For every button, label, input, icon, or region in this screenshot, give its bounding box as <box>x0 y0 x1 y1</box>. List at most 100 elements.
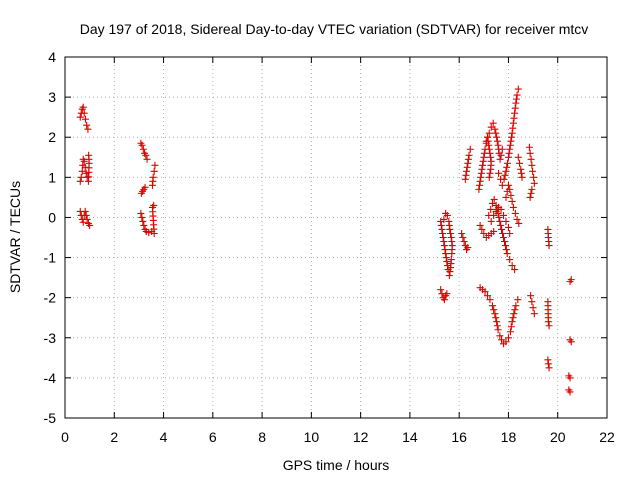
data-point <box>488 199 496 207</box>
data-point <box>507 191 515 199</box>
data-point <box>508 129 516 137</box>
data-point <box>509 203 517 211</box>
data-point <box>566 374 574 382</box>
data-point <box>139 217 147 225</box>
data-point <box>138 213 146 221</box>
data-point <box>81 115 89 123</box>
y-tick-label: -4 <box>44 370 57 386</box>
data-point <box>487 153 495 161</box>
data-point <box>439 229 447 237</box>
plot-frame <box>64 56 608 419</box>
data-point <box>503 159 511 167</box>
data-point <box>489 119 497 127</box>
data-point <box>461 175 469 183</box>
data-point <box>517 165 525 173</box>
data-point <box>464 159 472 167</box>
data-point <box>545 322 553 330</box>
data-point <box>84 125 92 133</box>
data-point <box>463 163 471 171</box>
data-point <box>446 268 454 276</box>
data-point <box>463 167 471 175</box>
data-point <box>139 145 147 153</box>
y-tick-labels: -5 -4 -3 -2 -1 0 1 2 3 4 <box>44 49 57 426</box>
data-point <box>528 161 536 169</box>
data-point <box>442 209 450 217</box>
data-point <box>149 173 157 181</box>
x-tick-label: 12 <box>353 429 369 445</box>
data-point <box>480 153 488 161</box>
data-point <box>507 137 515 145</box>
data-point <box>530 179 538 187</box>
data-point <box>480 229 488 237</box>
data-point <box>528 298 536 306</box>
data-point <box>503 163 511 171</box>
data-point <box>82 211 90 219</box>
data-point <box>151 161 159 169</box>
data-point <box>513 91 521 99</box>
data-point <box>447 229 455 237</box>
data-point <box>527 292 535 300</box>
data-point <box>506 328 514 336</box>
data-point <box>477 169 485 177</box>
data-point <box>512 302 520 310</box>
data-point <box>145 229 153 237</box>
data-points <box>76 85 575 396</box>
data-point <box>507 323 515 331</box>
data-point <box>490 306 498 314</box>
data-point <box>529 304 537 312</box>
data-point <box>485 173 493 181</box>
data-point <box>514 153 522 161</box>
data-point <box>510 114 518 122</box>
data-point <box>78 167 86 175</box>
data-point <box>506 185 514 193</box>
data-point <box>437 221 445 229</box>
data-point <box>150 201 158 209</box>
data-point <box>485 141 493 149</box>
data-point <box>515 219 523 227</box>
x-tick-label: 18 <box>501 429 517 445</box>
data-point <box>478 225 486 233</box>
data-point <box>511 209 519 217</box>
data-point <box>545 364 553 372</box>
x-tick-label: 10 <box>304 429 320 445</box>
data-point <box>504 153 512 161</box>
data-point <box>504 334 512 342</box>
data-point <box>492 314 500 322</box>
data-point <box>511 104 519 112</box>
data-point <box>487 205 495 213</box>
data-point <box>493 137 501 145</box>
data-point <box>528 185 536 193</box>
x-tick-label: 14 <box>402 429 418 445</box>
data-point <box>464 244 472 252</box>
y-tick-label: 3 <box>48 89 56 105</box>
data-point <box>490 195 498 203</box>
data-point <box>502 167 510 175</box>
x-tick-label: 20 <box>550 429 566 445</box>
data-point <box>462 171 470 179</box>
data-point <box>529 167 537 175</box>
data-point <box>516 159 524 167</box>
x-tick-label: 22 <box>599 429 615 445</box>
data-point <box>502 217 510 225</box>
data-point <box>497 221 505 229</box>
data-point <box>511 306 519 314</box>
data-point <box>500 234 508 241</box>
data-point <box>460 238 468 246</box>
data-point <box>484 133 492 141</box>
data-point <box>497 151 505 159</box>
data-point <box>488 302 496 310</box>
data-point <box>508 197 516 205</box>
data-point <box>506 145 514 153</box>
data-point <box>494 326 502 334</box>
data-point <box>445 217 453 225</box>
data-point <box>458 229 466 237</box>
data-point <box>142 151 150 159</box>
y-tick-label: 4 <box>48 49 56 65</box>
data-point <box>81 207 89 215</box>
data-point <box>499 229 507 237</box>
data-point <box>478 165 486 173</box>
data-point <box>530 310 538 318</box>
data-point <box>150 167 158 175</box>
data-point <box>486 296 494 304</box>
data-point <box>138 141 146 149</box>
